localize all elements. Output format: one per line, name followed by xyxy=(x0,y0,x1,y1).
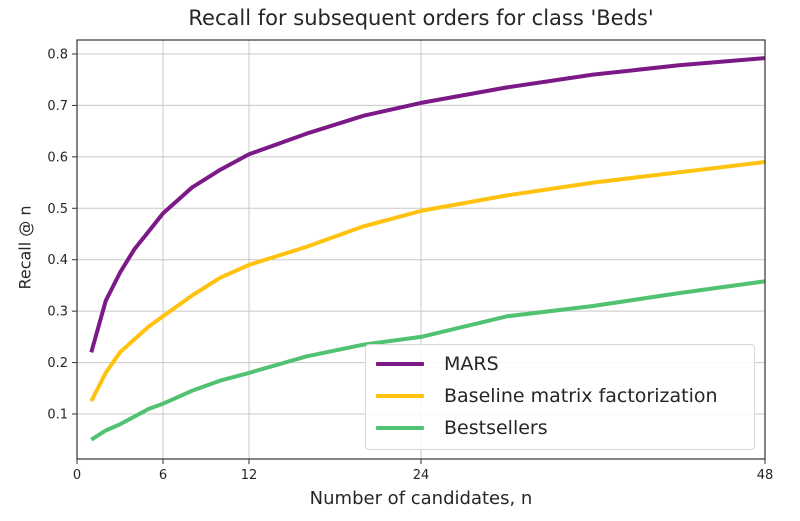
x-tick-label: 24 xyxy=(413,468,430,483)
legend-swatch-icon xyxy=(376,362,424,366)
y-tick-label: 0.8 xyxy=(47,48,68,63)
series-line-2 xyxy=(90,279,766,442)
y-tick-label: 0.6 xyxy=(47,150,68,165)
legend-label: Baseline matrix factorization xyxy=(444,385,718,407)
series-line-0 xyxy=(89,56,766,353)
legend-item: Bestsellers xyxy=(366,413,548,443)
legend-swatch-icon xyxy=(376,394,424,398)
x-axis-label: Number of candidates, n xyxy=(309,488,533,509)
series-line-1 xyxy=(89,160,766,403)
y-tick-label: 0.3 xyxy=(47,305,68,320)
x-tick-label: 48 xyxy=(757,468,774,483)
legend-item: Baseline matrix factorization xyxy=(366,381,718,411)
legend-label: Bestsellers xyxy=(444,417,548,439)
y-tick-label: 0.1 xyxy=(47,408,68,423)
y-tick-label: 0.7 xyxy=(47,99,68,114)
legend-item: MARS xyxy=(366,349,499,379)
x-tick-label: 12 xyxy=(241,468,258,483)
y-tick-label: 0.2 xyxy=(47,356,68,371)
y-tick-label: 0.5 xyxy=(47,202,68,217)
chart-title: Recall for subsequent orders for class '… xyxy=(188,6,654,30)
y-tick-label: 0.4 xyxy=(47,253,68,268)
series-lines xyxy=(89,56,766,442)
axis-ticks: 0.1 0.2 0.3 0.4 0.5 0.6 0.7 0.8 0 6 12 24 48 xyxy=(47,48,773,484)
x-tick-label: 0 xyxy=(73,468,81,483)
x-tick-label: 6 xyxy=(159,468,167,483)
legend-label: MARS xyxy=(444,353,499,375)
legend: MARS Baseline matrix factorization Bestsel… xyxy=(365,344,755,450)
legend-swatch-icon xyxy=(376,426,424,430)
